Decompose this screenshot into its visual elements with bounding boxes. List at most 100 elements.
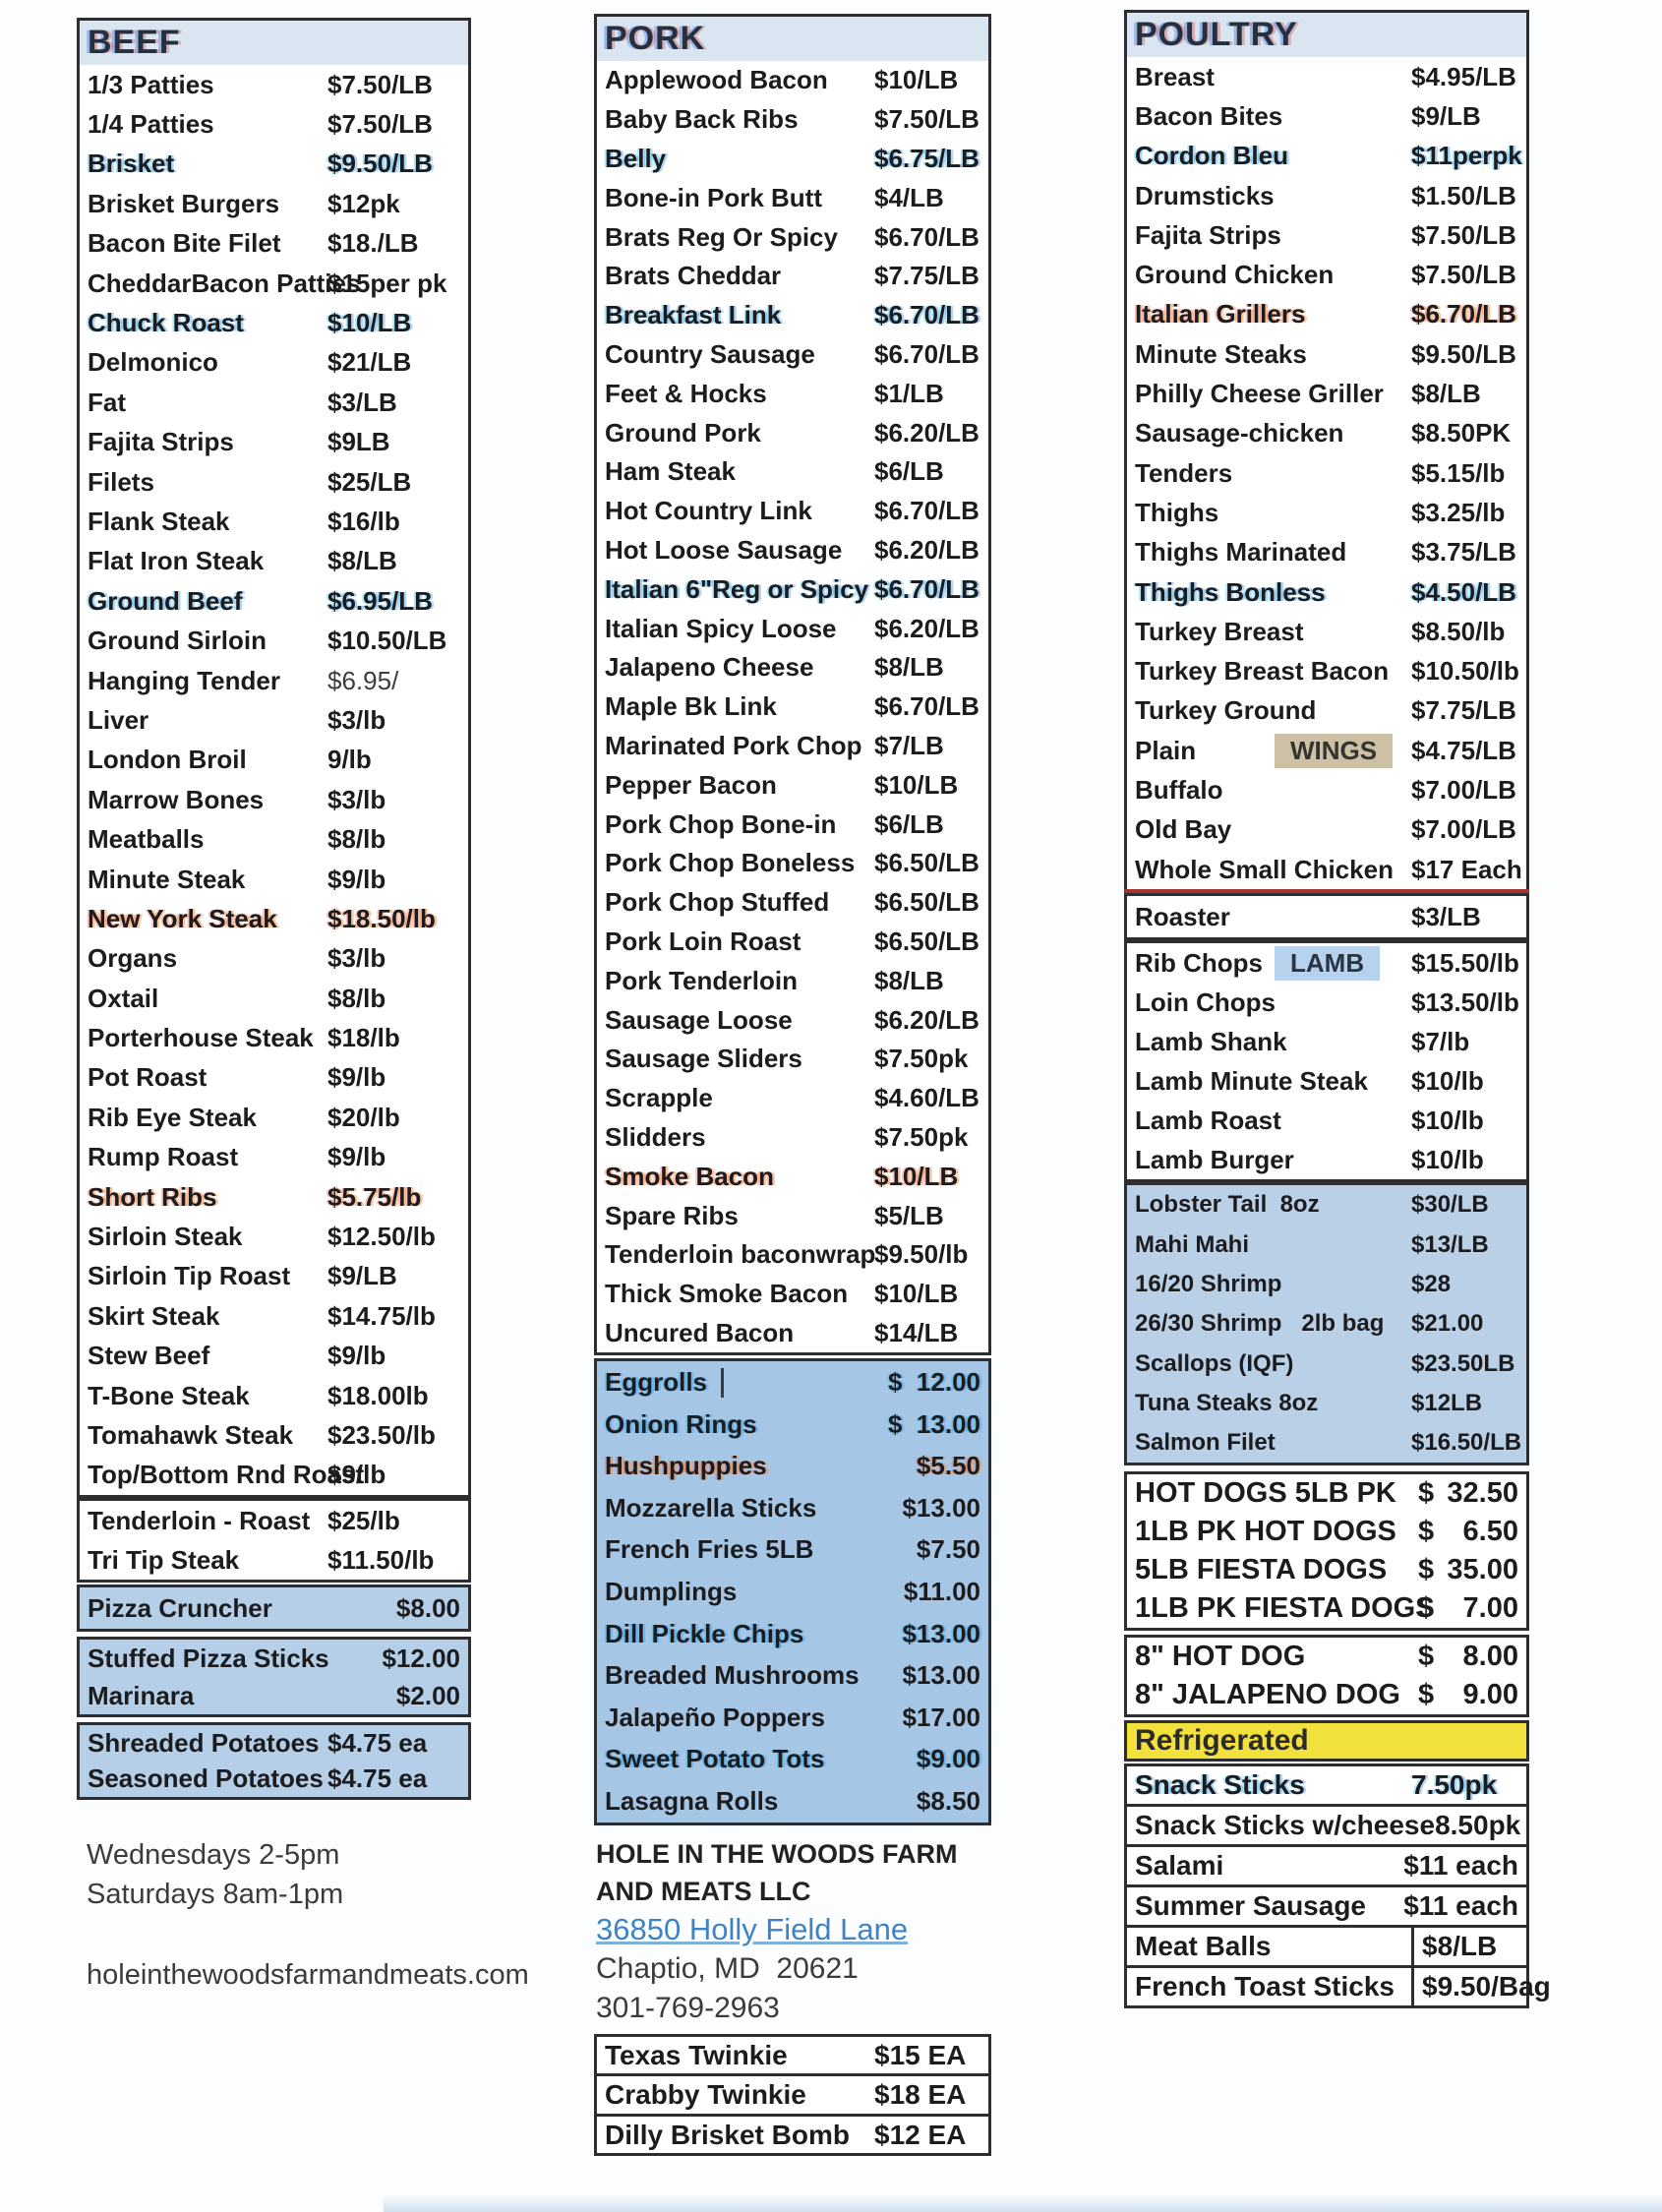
item-price: $6.20/LB xyxy=(874,535,979,566)
price-row: Porterhouse Steak $18/lb xyxy=(80,1018,468,1057)
price-row: 1LB PK HOT DOGS $6.50 xyxy=(1127,1513,1526,1551)
item-name: Lasagna Rolls xyxy=(605,1786,779,1817)
price-number: 12.00 xyxy=(916,1367,980,1398)
item-price: $28 xyxy=(1411,1271,1451,1298)
item-price: $5.75/lb xyxy=(327,1182,421,1213)
price-text: $8/lb xyxy=(327,983,386,1013)
item-name: Ground Sirloin xyxy=(88,626,267,656)
price-text: $15 EA xyxy=(874,2039,967,2070)
item-price: $6/LB xyxy=(874,809,944,840)
item-price: $8.50/lb xyxy=(1411,617,1505,647)
price-text: $5.15/lb xyxy=(1411,457,1506,488)
price-row: Snack Sticks w/cheese 8.50pk xyxy=(1124,1804,1529,1848)
item-price: $10.50/lb xyxy=(1411,656,1519,687)
price-text: 9/lb xyxy=(327,745,372,775)
item-price: $7.50/LB xyxy=(1411,260,1516,290)
price-row: Lamb Shank $7/lb xyxy=(1127,1022,1526,1061)
price-text: $13.00 xyxy=(902,1618,980,1648)
item-price: $9.50/LB xyxy=(1411,339,1516,370)
price-text: $6.70/LB xyxy=(874,691,979,722)
item-name: Pork Chop Boneless xyxy=(605,848,856,878)
item-name: Sirloin Steak xyxy=(88,1222,243,1252)
price-text: $8/LB xyxy=(874,652,944,683)
item-name: Roaster xyxy=(1135,901,1230,931)
item-price: $6.70/LB xyxy=(874,222,979,253)
item-name: Country Sausage xyxy=(605,338,815,369)
item-price: $11 each xyxy=(1403,1890,1518,1922)
item-name: Sausage Loose xyxy=(605,1004,793,1035)
item-price: $30/LB xyxy=(1411,1191,1489,1219)
price-text: $3/lb xyxy=(327,943,386,974)
item-name: Shreaded Potatoes xyxy=(88,1727,320,1758)
price-row: Marrow Bones $3/lb xyxy=(80,780,468,819)
item-price: $18.50/lb xyxy=(327,904,436,934)
price-row: Fajita Strips $9LB xyxy=(80,423,468,462)
price-text: $4.75 ea xyxy=(327,1764,428,1794)
item-price: $8/LB xyxy=(874,652,944,683)
item-name: Fajita Strips xyxy=(1135,219,1281,250)
item-name: Plain xyxy=(1135,735,1197,765)
item-name: HOT DOGS 5LB PK xyxy=(1135,1477,1396,1510)
item-name: Rib Eye Steak xyxy=(88,1102,257,1132)
item-price: $12 EA xyxy=(874,2120,966,2151)
price-row: Thighs Bonless $4.50/LB xyxy=(1127,572,1526,612)
price-text: $5.50 xyxy=(916,1451,980,1481)
price-text: $12LB xyxy=(1411,1389,1483,1416)
price-row: Meatballs $8/lb xyxy=(80,819,468,859)
roaster-box: Roaster $3/LB xyxy=(1124,893,1529,941)
item-price: $10/LB xyxy=(874,1279,958,1309)
price-text: $14/LB xyxy=(874,1317,959,1347)
price-row: Chuck Roast $10/LB xyxy=(80,303,468,342)
item-price: $6.20/LB xyxy=(874,614,979,644)
price-row: 26/30 Shrimp 2lb bag $21.00 xyxy=(1127,1304,1526,1344)
address-link[interactable]: 36850 Holly Field Lane xyxy=(596,1911,909,1946)
item-name: 1LB PK HOT DOGS xyxy=(1135,1516,1396,1548)
item-name: Bone-in Pork Butt xyxy=(605,182,822,212)
price-text: $9/lb xyxy=(327,864,386,894)
hours-wednesday: Wednesdays 2-5pm xyxy=(87,1839,340,1872)
price-text: $3/LB xyxy=(327,387,397,417)
price-row: Pork Loin Roast $6.50/LB xyxy=(597,923,988,962)
item-price: $6.20/LB xyxy=(874,418,979,448)
price-row: Salmon Filet $16.50/LB xyxy=(1127,1423,1526,1463)
item-name: Baby Back Ribs xyxy=(605,104,799,135)
price-row: Hot Country Link $6.70/LB xyxy=(597,492,988,531)
price-text: $11 each xyxy=(1403,1890,1518,1922)
item-name: Tri Tip Steak xyxy=(88,1544,240,1575)
item-price: $13.50/lb xyxy=(1411,987,1519,1018)
item-price: $9/LB xyxy=(1411,101,1481,132)
item-price: $10/lb xyxy=(1411,1145,1484,1175)
appetizers-table: Eggrolls $12.00 Onion Rings $13.00 Hushp… xyxy=(594,1358,991,1825)
item-name: Marinated Pork Chop xyxy=(605,730,862,760)
item-price: $1/LB xyxy=(874,379,944,409)
item-price: $7.00/LB xyxy=(1411,775,1516,806)
price-row: Breast $4.95/LB xyxy=(1127,57,1526,96)
price-text: $5.75/lb xyxy=(327,1181,422,1212)
price-row: Tuna Steaks 8oz $12LB xyxy=(1127,1384,1526,1423)
price-row: Pork Chop Boneless $6.50/LB xyxy=(597,844,988,883)
price-text: $10/LB xyxy=(874,769,959,800)
item-price: $18./LB xyxy=(327,228,419,259)
item-price: $14.75/lb xyxy=(327,1301,436,1332)
beef-header: BEEF xyxy=(80,21,468,65)
item-price: $7.00/LB xyxy=(1411,814,1516,845)
item-price: $6.50/LB xyxy=(874,848,979,878)
price-row: Flat Iron Steak $8/LB xyxy=(80,542,468,581)
price-text: $6.95/ xyxy=(327,665,399,695)
item-price: $9.50/Bag xyxy=(1411,1968,1551,2006)
item-price: $9/lb xyxy=(327,1341,386,1371)
price-row: Ham Steak $6/LB xyxy=(597,452,988,492)
item-price: $20/lb xyxy=(327,1103,400,1133)
price-row: 1/3 Patties $7.50/LB xyxy=(80,65,468,104)
item-name: French Toast Sticks xyxy=(1135,1971,1395,2003)
price-text: $6/LB xyxy=(874,808,944,839)
price-row: Tenders $5.15/lb xyxy=(1127,453,1526,493)
item-name: 5LB FIESTA DOGS xyxy=(1135,1554,1388,1586)
currency-symbol: $ xyxy=(1418,1516,1435,1548)
price-row: Minute Steak $9/lb xyxy=(80,860,468,899)
item-price: $9LB xyxy=(327,427,390,457)
price-row: Liver $3/lb xyxy=(80,700,468,740)
price-row: Hanging Tender $6.95/ xyxy=(80,661,468,700)
price-text: $8/LB xyxy=(874,965,944,995)
item-price: $9/lb xyxy=(327,1062,386,1093)
